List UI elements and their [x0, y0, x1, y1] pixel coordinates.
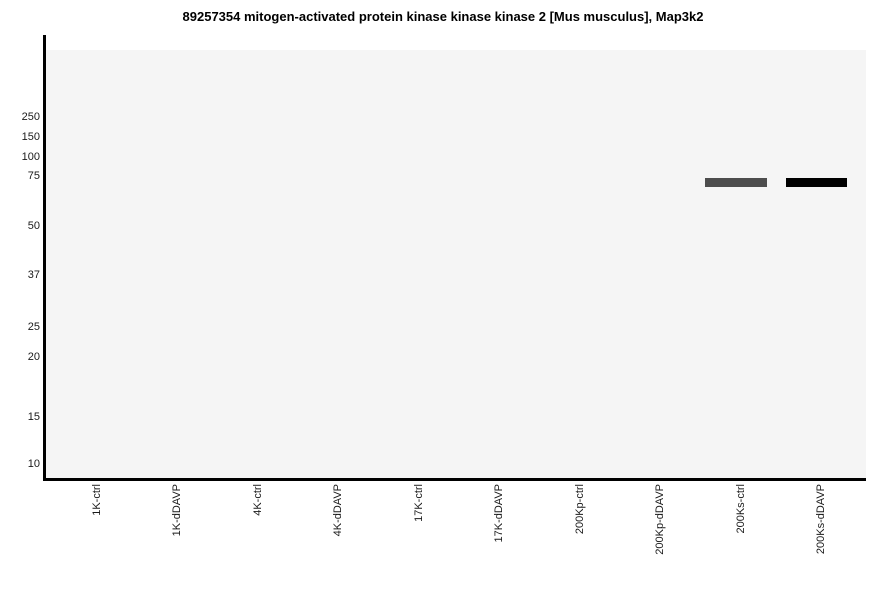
x-tick-label-17k-ctrl: 17K-ctrl: [413, 484, 425, 522]
y-tick-label-10: 10: [27, 458, 40, 470]
x-tick-label-200kp-ddavp: 200Kp-dDAVP: [654, 484, 666, 555]
y-tick-label-15: 15: [27, 411, 40, 423]
x-axis-spine: [43, 478, 866, 481]
y-tick-label-150: 150: [21, 131, 40, 143]
x-tick-label-200ks-ddavp: 200Ks-dDAVP: [815, 484, 827, 555]
y-tick-label-37: 37: [27, 269, 40, 281]
x-tick-label-4k-ctrl: 4K-ctrl: [252, 484, 264, 516]
x-tick-label-200kp-ctrl: 200Kp-ctrl: [574, 484, 586, 535]
gel-band-200ks-ddavp: [786, 178, 847, 187]
chart-title: 89257354 mitogen-activated protein kinas…: [182, 9, 704, 24]
y-axis-spine: [43, 35, 46, 481]
y-tick-label-250: 250: [21, 111, 40, 123]
x-tick-label-1k-ctrl: 1K-ctrl: [91, 484, 103, 516]
y-tick-label-100: 100: [21, 151, 40, 163]
plot-area: [46, 50, 866, 478]
x-tick-label-17k-ddavp: 17K-dDAVP: [493, 484, 505, 543]
y-tick-label-50: 50: [27, 220, 40, 232]
gel-band-200ks-ctrl: [705, 178, 767, 187]
y-tick-label-25: 25: [27, 321, 40, 333]
x-tick-label-4k-ddavp: 4K-dDAVP: [332, 484, 344, 537]
x-tick-label-1k-ddavp: 1K-dDAVP: [171, 484, 183, 537]
x-tick-label-200ks-ctrl: 200Ks-ctrl: [735, 484, 747, 534]
y-tick-label-20: 20: [27, 351, 40, 363]
y-tick-label-75: 75: [27, 170, 40, 182]
